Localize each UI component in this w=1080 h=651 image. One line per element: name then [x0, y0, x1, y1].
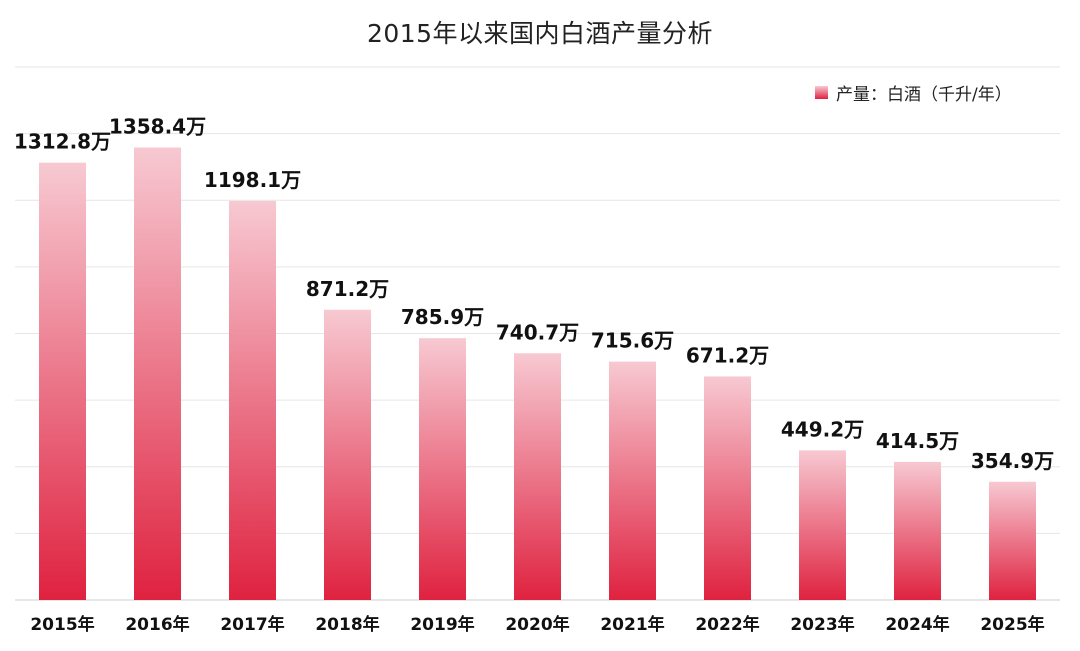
- x-tick-label: 2018年: [315, 614, 379, 635]
- bar: [704, 376, 751, 600]
- bars: [39, 147, 1036, 600]
- bar: [39, 162, 86, 600]
- bar: [324, 309, 371, 600]
- x-tick-label: 2025年: [980, 614, 1044, 635]
- legend-swatch: [815, 85, 828, 99]
- x-tick-label: 2022年: [695, 614, 759, 635]
- x-tick-label: 2019年: [410, 614, 474, 635]
- chart-title: 2015年以来国内白酒产量分析: [366, 19, 714, 48]
- legend-label: 产量：白酒（千升/年）: [836, 84, 1012, 105]
- x-tick-labels: 2015年 2016年 2017年 2018年 2019年 2020年 2021年 2022年…: [30, 614, 1044, 635]
- bar: [229, 200, 276, 600]
- data-label: 414.5万: [876, 429, 959, 453]
- bar: [799, 450, 846, 600]
- bar: [989, 481, 1036, 600]
- data-label: 740.7万: [496, 320, 579, 344]
- data-label: 449.2万: [781, 417, 864, 441]
- data-label: 1198.1万: [204, 168, 301, 192]
- data-label: 671.2万: [686, 343, 769, 367]
- x-tick-label: 2015年: [30, 614, 94, 635]
- data-label: 1358.4万: [109, 114, 206, 138]
- data-label: 1312.8万: [14, 130, 111, 154]
- x-tick-label: 2023年: [790, 614, 854, 635]
- x-tick-label: 2017年: [220, 614, 284, 635]
- data-label: 785.9万: [401, 305, 484, 329]
- data-label: 715.6万: [591, 329, 674, 353]
- legend: 产量：白酒（千升/年）: [815, 82, 1012, 105]
- bar: [609, 361, 656, 600]
- data-label: 354.9万: [971, 449, 1054, 473]
- bar: [514, 353, 561, 600]
- bar: [419, 338, 466, 600]
- data-label: 871.2万: [306, 277, 389, 301]
- bar: [894, 461, 941, 600]
- x-tick-label: 2021年: [600, 614, 664, 635]
- bar: [134, 147, 181, 600]
- x-tick-label: 2020年: [505, 614, 569, 635]
- x-tick-label: 2016年: [125, 614, 189, 635]
- x-tick-label: 2024年: [885, 614, 949, 635]
